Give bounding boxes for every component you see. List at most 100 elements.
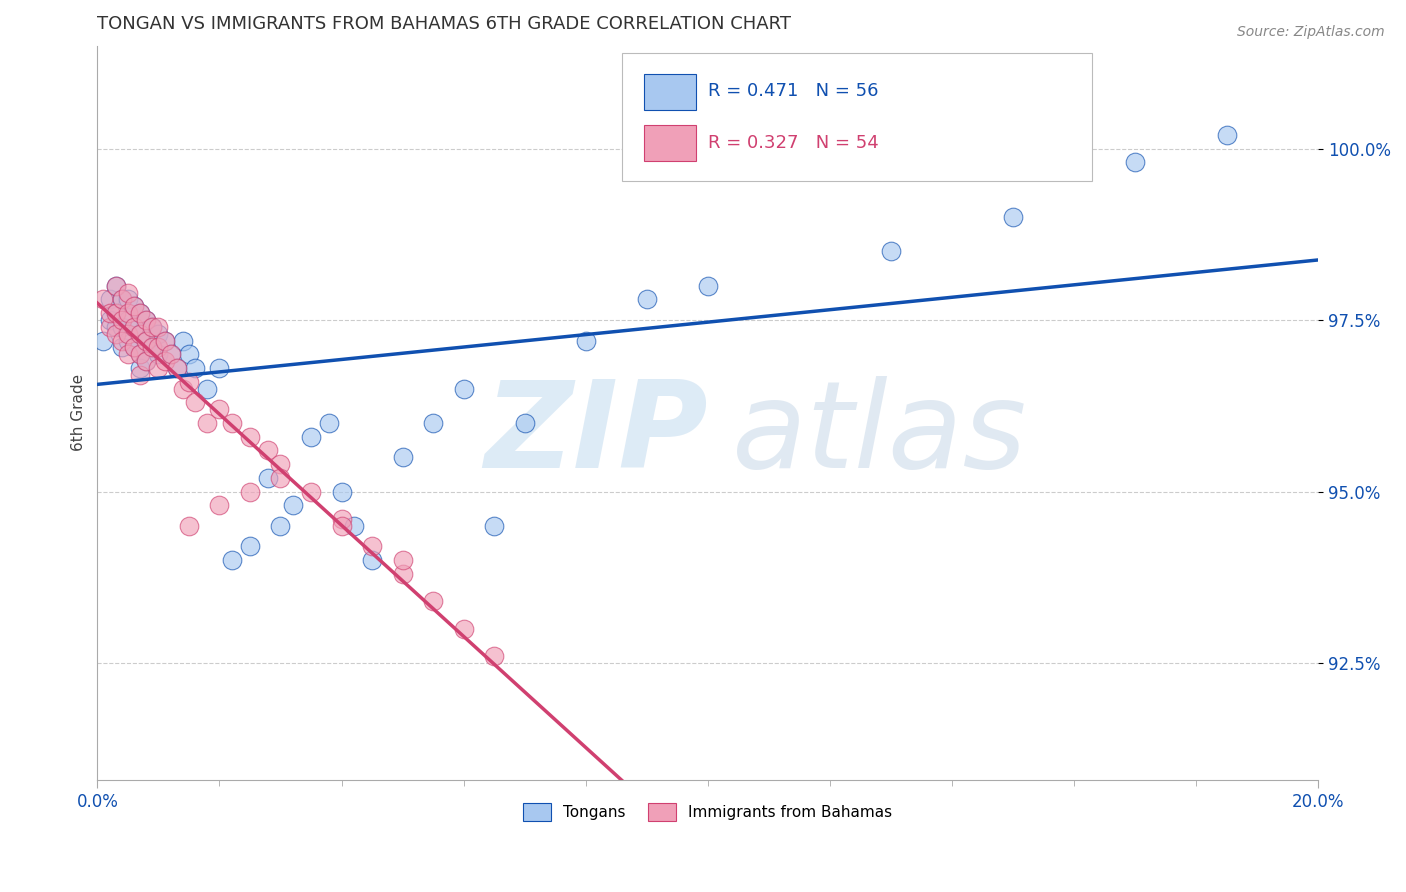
Point: [166, 361, 188, 376]
Legend: Tongans, Immigrants from Bahamas: Tongans, Immigrants from Bahamas: [517, 797, 898, 827]
Point: [104, 306, 127, 320]
Point: [330, 512, 353, 526]
Point: [148, 319, 170, 334]
Point: [269, 457, 291, 471]
Point: [153, 354, 176, 368]
Text: TONGAN VS IMMIGRANTS FROM BAHAMAS 6TH GRADE CORRELATION CHART: TONGAN VS IMMIGRANTS FROM BAHAMAS 6TH GR…: [97, 15, 792, 33]
Point: [513, 416, 536, 430]
Point: [117, 326, 139, 341]
Point: [195, 382, 218, 396]
Point: [98, 319, 121, 334]
Point: [453, 382, 475, 396]
Point: [104, 319, 127, 334]
Point: [148, 326, 170, 341]
Point: [482, 649, 505, 664]
Point: [141, 319, 163, 334]
Point: [148, 347, 170, 361]
Point: [117, 313, 139, 327]
Point: [135, 354, 157, 368]
FancyBboxPatch shape: [644, 73, 696, 110]
Point: [177, 375, 200, 389]
Point: [299, 430, 322, 444]
Point: [148, 341, 170, 355]
Point: [257, 471, 280, 485]
Point: [129, 368, 152, 382]
Point: [141, 319, 163, 334]
Point: [98, 306, 121, 320]
Point: [239, 540, 262, 554]
Y-axis label: 6th Grade: 6th Grade: [72, 374, 86, 451]
Point: [111, 341, 134, 355]
Point: [122, 341, 145, 355]
Point: [153, 334, 176, 348]
Point: [122, 319, 145, 334]
Point: [122, 299, 145, 313]
Point: [141, 341, 163, 355]
Point: [184, 361, 207, 376]
Point: [361, 553, 384, 567]
Point: [135, 313, 157, 327]
Point: [117, 347, 139, 361]
Point: [330, 484, 353, 499]
Point: [880, 244, 903, 259]
Point: [129, 306, 152, 320]
Point: [208, 402, 231, 417]
Point: [111, 293, 134, 307]
Text: atlas: atlas: [733, 376, 1028, 493]
Point: [129, 347, 152, 361]
Point: [239, 430, 262, 444]
Text: R = 0.471   N = 56: R = 0.471 N = 56: [707, 82, 879, 100]
Point: [98, 293, 121, 307]
Point: [330, 518, 353, 533]
Point: [422, 416, 444, 430]
Point: [135, 334, 157, 348]
Point: [93, 293, 115, 307]
Point: [1215, 128, 1237, 142]
Point: [482, 518, 505, 533]
Point: [129, 326, 152, 341]
Point: [111, 313, 134, 327]
Point: [129, 326, 152, 341]
Point: [166, 361, 188, 376]
Point: [299, 484, 322, 499]
Point: [148, 361, 170, 376]
Point: [221, 553, 243, 567]
Point: [239, 484, 262, 499]
Point: [159, 347, 181, 361]
Point: [104, 306, 127, 320]
Point: [141, 341, 163, 355]
Text: Source: ZipAtlas.com: Source: ZipAtlas.com: [1237, 25, 1385, 39]
Point: [104, 278, 127, 293]
Point: [391, 450, 413, 465]
Point: [575, 334, 598, 348]
Point: [453, 622, 475, 636]
Point: [221, 416, 243, 430]
Point: [1123, 155, 1146, 169]
Point: [1002, 210, 1025, 224]
Point: [122, 341, 145, 355]
Point: [117, 293, 139, 307]
Point: [111, 334, 134, 348]
Point: [129, 361, 152, 376]
Point: [269, 471, 291, 485]
Point: [172, 334, 194, 348]
Point: [159, 347, 181, 361]
Point: [696, 278, 718, 293]
Point: [104, 326, 127, 341]
Point: [122, 299, 145, 313]
Point: [135, 313, 157, 327]
Point: [104, 278, 127, 293]
Point: [257, 443, 280, 458]
Point: [93, 334, 115, 348]
Point: [177, 518, 200, 533]
Point: [117, 334, 139, 348]
Point: [172, 382, 194, 396]
Point: [177, 347, 200, 361]
Point: [208, 498, 231, 512]
FancyBboxPatch shape: [623, 53, 1092, 181]
Point: [195, 416, 218, 430]
Point: [117, 306, 139, 320]
Point: [129, 306, 152, 320]
Point: [361, 540, 384, 554]
Point: [153, 334, 176, 348]
